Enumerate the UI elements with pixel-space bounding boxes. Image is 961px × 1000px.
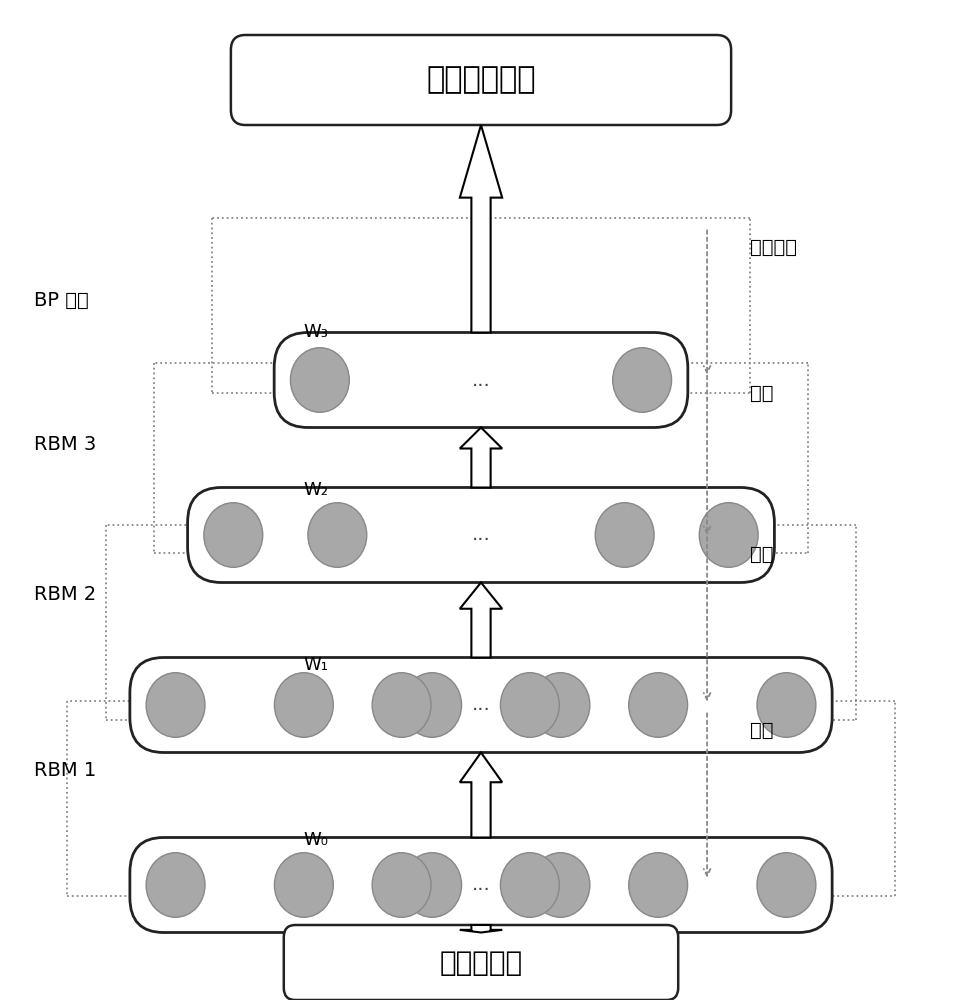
Ellipse shape	[530, 853, 589, 917]
Ellipse shape	[372, 853, 431, 917]
Text: BP 网络: BP 网络	[34, 290, 88, 310]
FancyBboxPatch shape	[274, 332, 687, 428]
Ellipse shape	[274, 853, 333, 917]
Ellipse shape	[403, 673, 461, 737]
Text: ...: ...	[471, 876, 490, 894]
Ellipse shape	[308, 503, 366, 567]
FancyArrow shape	[459, 925, 502, 932]
Text: ...: ...	[471, 696, 490, 714]
Text: RBM 2: RBM 2	[34, 585, 96, 604]
Text: ...: ...	[471, 370, 490, 389]
FancyArrow shape	[459, 752, 502, 838]
Ellipse shape	[290, 348, 349, 412]
FancyArrow shape	[459, 582, 502, 658]
Text: ...: ...	[471, 526, 490, 544]
Ellipse shape	[403, 853, 461, 917]
Text: W₀: W₀	[303, 831, 328, 849]
Ellipse shape	[612, 348, 671, 412]
Ellipse shape	[372, 673, 431, 737]
Text: 数据预处理: 数据预处理	[439, 948, 522, 976]
Ellipse shape	[530, 673, 589, 737]
Ellipse shape	[146, 853, 205, 917]
FancyBboxPatch shape	[231, 35, 730, 125]
FancyBboxPatch shape	[130, 838, 831, 932]
Ellipse shape	[500, 673, 558, 737]
Text: 病害预测结果: 病害预测结果	[426, 66, 535, 95]
Text: 微调: 微调	[750, 383, 773, 402]
FancyArrow shape	[459, 428, 502, 487]
Text: RBM 1: RBM 1	[34, 760, 96, 780]
Ellipse shape	[595, 503, 653, 567]
Ellipse shape	[628, 853, 687, 917]
Ellipse shape	[628, 673, 687, 737]
Ellipse shape	[699, 503, 757, 567]
Ellipse shape	[756, 853, 815, 917]
Text: 反向传播: 反向传播	[750, 238, 797, 257]
Text: 微调: 微调	[750, 721, 773, 740]
Text: 微调: 微调	[750, 545, 773, 564]
Ellipse shape	[204, 503, 262, 567]
Ellipse shape	[274, 673, 333, 737]
Text: W₁: W₁	[303, 656, 328, 674]
Ellipse shape	[756, 673, 815, 737]
FancyBboxPatch shape	[187, 487, 774, 582]
Ellipse shape	[146, 673, 205, 737]
Text: W₃: W₃	[303, 323, 328, 341]
Text: RBM 3: RBM 3	[34, 436, 96, 454]
FancyBboxPatch shape	[283, 925, 678, 1000]
FancyArrow shape	[459, 125, 502, 332]
Text: W₂: W₂	[303, 481, 328, 499]
FancyBboxPatch shape	[130, 658, 831, 752]
Ellipse shape	[500, 853, 558, 917]
